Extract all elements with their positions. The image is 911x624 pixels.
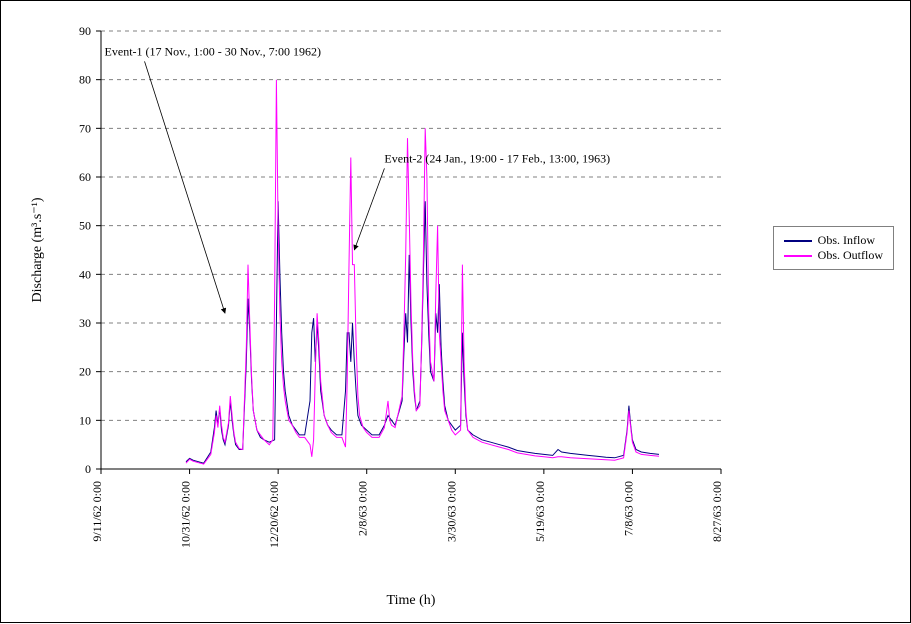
legend-label: Obs. Outflow: [818, 248, 883, 263]
legend-label: Obs. Inflow: [818, 233, 875, 248]
legend: Obs. InflowObs. Outflow: [773, 226, 894, 270]
legend-item: Obs. Inflow: [784, 233, 883, 248]
y-axis-title: Discharge (m³.s⁻¹): [30, 197, 45, 302]
y-tick-label: 20: [79, 365, 91, 379]
x-tick-label: 12/20/62 0:00: [267, 481, 281, 548]
legend-swatch: [784, 240, 812, 242]
x-tick-label: 7/8/63 0:00: [621, 481, 635, 536]
x-tick-label: 3/30/63 0:00: [444, 481, 458, 542]
y-tick-label: 90: [79, 24, 91, 38]
y-tick-label: 60: [79, 170, 91, 184]
annotation-text-2: Event-2 (24 Jan., 19:00 - 17 Feb., 13:00…: [384, 151, 610, 165]
series-obs-inflow: [186, 201, 659, 463]
chart-frame: 0 10 20 30 40 50 60 70 80 90 9/11/62 0:00 10/31/62 …: [0, 0, 911, 623]
x-tick-label: 5/19/63 0:00: [533, 481, 547, 542]
legend-item: Obs. Outflow: [784, 248, 883, 263]
annotation-arrow-1: [145, 61, 225, 313]
y-tick-label: 40: [79, 267, 91, 281]
discharge-chart: 0 10 20 30 40 50 60 70 80 90 9/11/62 0:00 10/31/62 …: [1, 1, 911, 624]
annotation-text-1: Event-1 (17 Nov., 1:00 - 30 Nov., 7:00 1…: [105, 44, 321, 58]
legend-swatch: [784, 255, 812, 257]
y-tick-label: 70: [79, 121, 91, 135]
x-tick-label: 10/31/62 0:00: [179, 481, 193, 548]
x-tick-label: 8/27/63 0:00: [710, 481, 724, 542]
y-tick-label: 50: [79, 219, 91, 233]
y-tick-label: 30: [79, 316, 91, 330]
y-tick-label: 0: [85, 462, 91, 476]
annotation-arrow-2: [354, 168, 384, 250]
y-tick-label: 80: [79, 73, 91, 87]
x-tick-label: 2/8/63 0:00: [356, 481, 370, 536]
x-axis-title: Time (h): [387, 593, 436, 608]
x-tick-label: 9/11/62 0:00: [90, 481, 104, 542]
series-obs-outflow: [186, 80, 659, 464]
y-tick-label: 10: [79, 413, 91, 427]
